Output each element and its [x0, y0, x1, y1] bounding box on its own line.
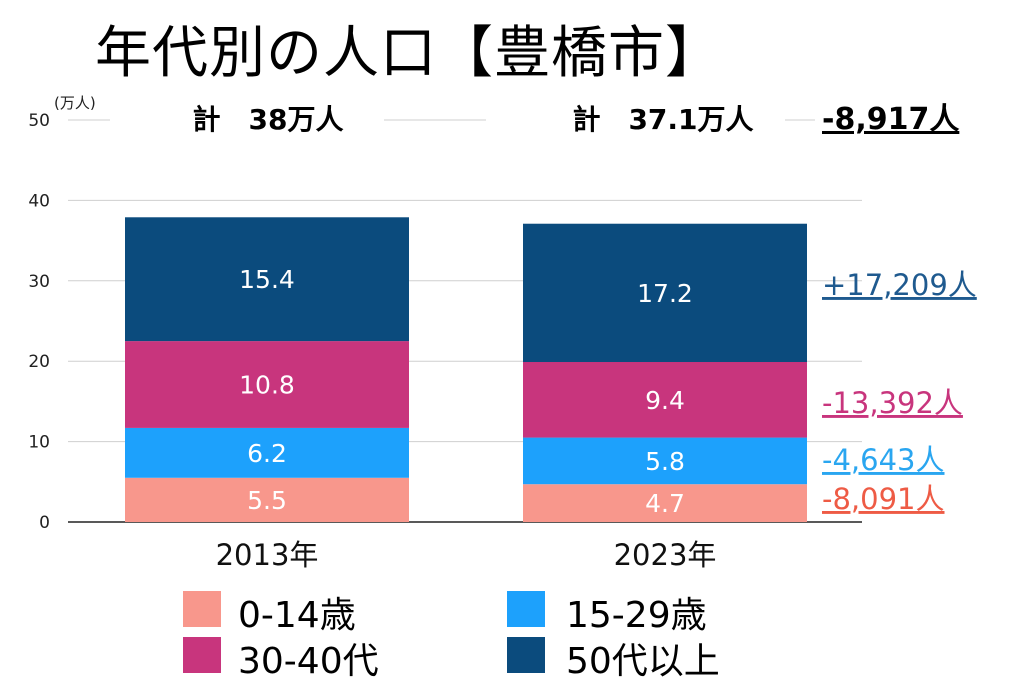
data-label-2013-15-29: 6.2 [247, 439, 287, 468]
legend-label-30-40: 30-40代 [238, 641, 379, 682]
data-label-2023-0-14: 4.7 [645, 489, 685, 518]
change-label-15-29: -4,643人 [822, 443, 945, 477]
data-label-2023-30-40: 9.4 [645, 386, 685, 415]
bar-2013-15-29 [125, 427, 409, 478]
x-tick-label-2023: 2023年 [614, 538, 717, 572]
bar-2023-15-29 [523, 437, 807, 485]
total-change-label: -8,917人 [822, 102, 959, 137]
data-label-2013-0-14: 5.5 [247, 486, 287, 515]
y-tick-label-30: 30 [28, 272, 50, 292]
data-label-2023-50plus: 17.2 [637, 279, 693, 308]
y-tick-label-20: 20 [28, 352, 50, 372]
bar-2023-30-40 [523, 362, 807, 438]
change-label-0-14: -8,091人 [822, 482, 945, 516]
total-label-2013: 計 38万人 [193, 103, 344, 136]
legend-swatch-30-40 [183, 637, 221, 673]
change-label-30-40: -13,392人 [822, 386, 963, 420]
x-tick-label-2013: 2013年 [216, 538, 319, 572]
y-tick-label-10: 10 [28, 433, 50, 453]
legend-swatch-50plus [507, 637, 545, 673]
data-label-2013-30-40: 10.8 [239, 371, 295, 400]
bar-2013-30-40 [125, 341, 409, 428]
y-tick-label-0: 0 [39, 513, 50, 533]
bar-2023-0-14 [523, 484, 807, 522]
total-label-2023: 計 37.1万人 [572, 103, 753, 136]
bar-2023-50plus [523, 223, 807, 363]
bar-2013-50plus [125, 217, 409, 342]
legend-label-0-14: 0-14歳 [238, 595, 356, 636]
bar-2013-0-14 [125, 477, 409, 522]
chart-title: 年代別の人口【豊橋市】 [95, 21, 722, 86]
y-tick-label-40: 40 [28, 191, 50, 211]
data-label-2023-15-29: 5.8 [645, 447, 685, 476]
y-tick-label-50: 50 [28, 111, 50, 131]
legend-swatch-15-29 [507, 591, 545, 627]
legend-label-50plus: 50代以上 [566, 641, 720, 682]
legend-swatch-0-14 [183, 591, 221, 627]
change-label-50plus: +17,209人 [822, 268, 977, 302]
y-unit-label: (万人) [54, 94, 96, 112]
legend-label-15-29: 15-29歳 [566, 595, 707, 636]
data-label-2013-50plus: 15.4 [239, 265, 295, 294]
